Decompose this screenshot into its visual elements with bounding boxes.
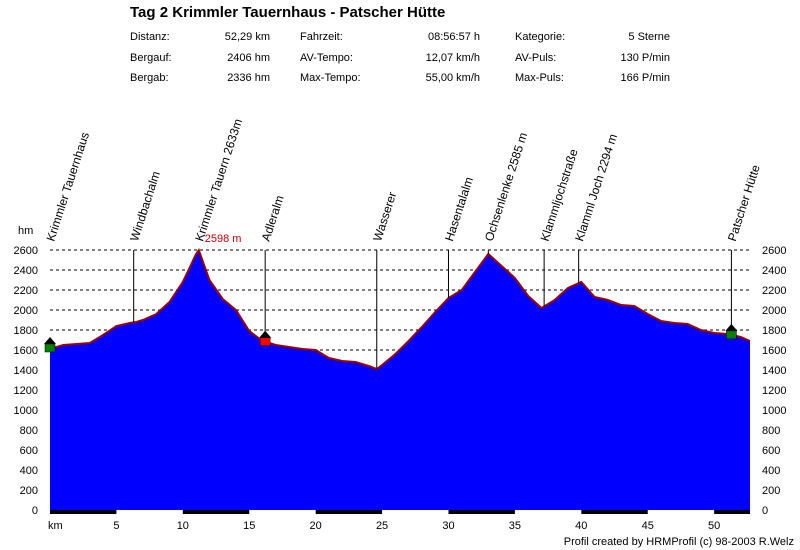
stat-label: Bergab:: [130, 72, 169, 84]
y-tick-label-left: 2200: [14, 285, 38, 297]
stat-value: 2406 hm: [227, 52, 270, 64]
x-tick-label: 15: [243, 520, 255, 532]
stat-label: Distanz:: [130, 31, 170, 43]
x-axis-segment: [382, 510, 449, 514]
stat-label: Fahrzeit:: [300, 31, 343, 43]
y-tick-label-right: 2600: [762, 245, 786, 257]
chart-title: Tag 2 Krimmler Tauernhaus - Patscher Hüt…: [130, 4, 446, 21]
stat-label: Bergauf:: [130, 52, 172, 64]
y-tick-label-left: 1600: [14, 345, 38, 357]
stat-value: 166 P/min: [620, 72, 670, 84]
stat-label: Kategorie:: [515, 31, 566, 43]
waypoint-label: Klammljochstraße: [538, 147, 581, 243]
x-tick-label: 10: [177, 520, 189, 532]
waypoint-marker-roof: [259, 330, 272, 338]
y-tick-label-left: 2000: [14, 305, 38, 317]
waypoint-label: Windbachalm: [127, 169, 163, 242]
stat-value: 52,29 km: [224, 31, 270, 43]
x-tick-label: 40: [575, 520, 587, 532]
y-tick-label-right: 1800: [762, 325, 786, 337]
stat-value: 08:56:57 h: [428, 31, 480, 43]
y-tick-label-right: 800: [762, 425, 780, 437]
x-tick-label: 45: [642, 520, 654, 532]
y-tick-label-right: 1400: [762, 365, 786, 377]
y-tick-label-right: 2400: [762, 265, 786, 277]
y-tick-label-left: 2600: [14, 245, 38, 257]
stat-label: Max-Tempo:: [300, 72, 361, 84]
y-tick-label-right: 400: [762, 465, 780, 477]
waypoint-label: Hasentalalm: [442, 175, 476, 243]
waypoint-label: Ochsenlenke 2585 m: [482, 131, 530, 243]
y-tick-label-left: 1400: [14, 365, 38, 377]
stat-value: 130 P/min: [620, 52, 670, 64]
y-tick-label-right: 1000: [762, 405, 786, 417]
waypoint-marker-roof: [44, 337, 56, 344]
y-tick-label-left: 1200: [14, 385, 38, 397]
x-axis-segment: [514, 510, 582, 514]
waypoint-marker: [726, 330, 737, 340]
waypoint-label: Patscher Hütte: [725, 163, 763, 243]
x-tick-label: 50: [708, 520, 720, 532]
stat-label: AV-Tempo:: [300, 52, 353, 64]
stat-label: Max-Puls:: [515, 72, 564, 84]
stat-value: 2336 hm: [227, 72, 270, 84]
waypoint-marker: [44, 343, 56, 353]
x-axis-segment: [116, 510, 183, 514]
x-axis-segment: [249, 510, 316, 514]
y-tick-label-right: 0: [762, 505, 768, 517]
y-tick-label-left: 1800: [14, 325, 38, 337]
y-tick-label-left: 600: [20, 445, 38, 457]
y-tick-label-right: 2200: [762, 285, 786, 297]
waypoint-label: Krimmler Tauernhaus: [44, 130, 92, 243]
max-elevation-label: 2598 m: [205, 233, 242, 245]
waypoint-label: Krimmler Tauern 2633m: [192, 117, 245, 243]
stat-value: 12,07 km/h: [425, 52, 480, 64]
waypoint-label: Wasserer: [370, 190, 399, 243]
y-tick-label-left: 2400: [14, 265, 38, 277]
x-tick-label: 25: [376, 520, 388, 532]
y-tick-label-left: 800: [20, 425, 38, 437]
stat-value: 55,00 km/h: [425, 72, 480, 84]
credit-line: Profil created by HRMProfil (c) 98-2003 …: [563, 536, 794, 548]
stat-label: AV-Puls:: [515, 52, 557, 64]
y-tick-label-left: 0: [32, 505, 38, 517]
y-tick-label-right: 200: [762, 485, 780, 497]
x-tick-label: 35: [509, 520, 521, 532]
x-axis-segment: [647, 510, 715, 514]
y-tick-label-right: 1600: [762, 345, 786, 357]
y-tick-label-left: 400: [20, 465, 38, 477]
x-tick-label: 30: [442, 520, 454, 532]
waypoint-marker: [259, 337, 271, 347]
y-tick-label-right: 1200: [762, 385, 786, 397]
x-tick-label: 20: [310, 520, 322, 532]
waypoint-label: Adleralm: [259, 194, 287, 243]
y-tick-label-left: 1000: [14, 405, 38, 417]
x-axis-label: km: [48, 520, 63, 532]
stat-value: 5 Sterne: [628, 31, 670, 43]
y-tick-label-right: 2000: [762, 305, 786, 317]
waypoint-label: Klamml Joch 2294 m: [572, 132, 620, 243]
x-tick-label: 5: [113, 520, 119, 532]
elevation-area: [50, 250, 750, 510]
y-axis-label: hm: [18, 225, 33, 237]
y-tick-label-right: 600: [762, 445, 780, 457]
waypoint-marker-roof: [725, 323, 738, 331]
y-tick-label-left: 200: [20, 485, 38, 497]
